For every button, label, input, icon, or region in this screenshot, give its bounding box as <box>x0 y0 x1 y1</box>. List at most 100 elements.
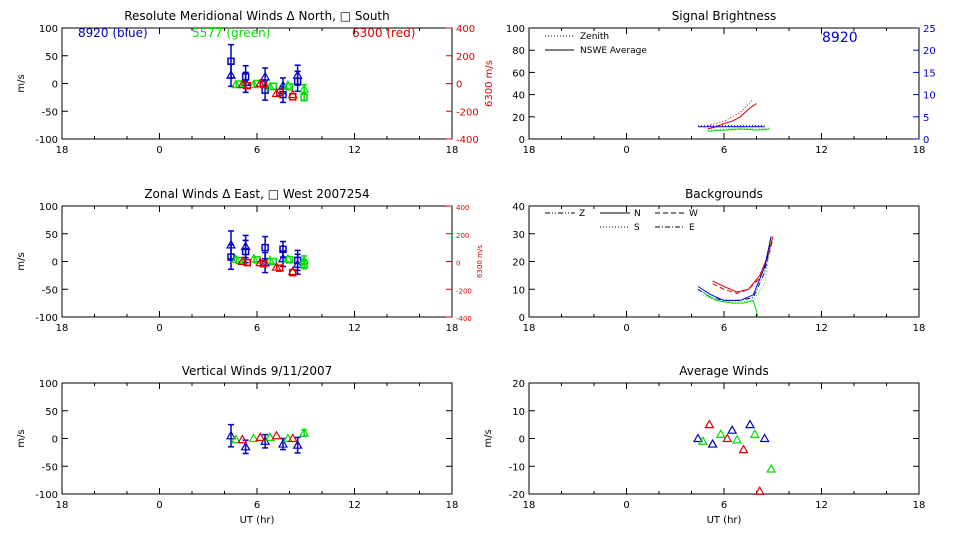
chart-title: Backgrounds <box>685 187 763 201</box>
legend-item: 6300 (red) <box>352 26 415 40</box>
chart-title: Signal Brightness <box>672 9 777 23</box>
data-point-triangle <box>754 486 765 495</box>
data-point-square <box>269 82 277 91</box>
y-tick-label: -100 <box>35 490 58 501</box>
annotation-label: 8920 <box>822 30 858 46</box>
y-tick-label: 30 <box>512 230 525 241</box>
y-axis-label: m/s <box>16 252 27 270</box>
plot-frame <box>528 27 920 140</box>
y-tick-label: 10 <box>512 285 525 296</box>
chart-title: Zonal Winds Δ East, □ West 2007254 <box>144 187 369 201</box>
y-tick-label: -10 <box>509 462 525 473</box>
data-point-square <box>285 256 294 264</box>
y-axis-label: m/s <box>16 74 27 92</box>
x-tick-label: 0 <box>623 500 629 511</box>
series-line <box>712 239 774 294</box>
x-axis-label: UT (hr) <box>240 515 275 526</box>
plot-frame <box>61 27 453 140</box>
data-point-square <box>300 93 308 102</box>
y-right-tick-label: 0 <box>456 260 460 268</box>
y-right-tick-label: 0 <box>456 80 462 91</box>
data-point-triangle <box>299 83 310 93</box>
chart-title: Resolute Meridional Winds Δ North, □ Sou… <box>124 9 390 23</box>
x-tick-label: 18 <box>523 323 536 334</box>
x-tick-label: 0 <box>623 145 629 156</box>
data-point-triangle <box>287 266 298 276</box>
x-tick-label: 18 <box>446 323 459 334</box>
legend-item: W <box>689 209 698 219</box>
y-right-tick-label: 10 <box>923 91 936 102</box>
legend-item: E <box>689 223 695 233</box>
data-point-square <box>276 264 284 272</box>
y-tick-label: 20 <box>512 379 525 390</box>
y-tick-label: 20 <box>512 258 525 269</box>
x-tick-label: 12 <box>815 323 828 334</box>
data-point-square <box>227 253 235 261</box>
data-point-triangle <box>237 434 248 444</box>
panel-zonal: Zonal Winds Δ East, □ West 2007254 18 0 6 12… <box>16 187 484 334</box>
data-point-triangle <box>277 438 289 448</box>
y-tick-label: 100 <box>39 24 58 35</box>
data-point-triangle <box>248 433 259 443</box>
x-tick-label: 18 <box>446 145 459 156</box>
y-right-tick-label: -400 <box>456 135 479 146</box>
data-point-triangle <box>225 430 237 440</box>
data-point-triangle <box>264 432 276 441</box>
data-point-triangle <box>722 433 733 443</box>
x-tick-label: 12 <box>815 145 828 156</box>
y-tick-label: 40 <box>512 202 525 213</box>
x-tick-label: 12 <box>348 323 361 334</box>
x-tick-label: 12 <box>348 145 361 156</box>
data-point-square <box>279 245 287 254</box>
x-tick-label: 18 <box>56 145 69 156</box>
y-right-tick-label: 0 <box>923 135 929 146</box>
data-point-square <box>300 260 308 269</box>
chart-title: Average Winds <box>679 364 769 378</box>
data-point-triangle <box>766 463 777 473</box>
data-point-triangle <box>287 433 298 443</box>
data-point-triangle <box>230 434 241 444</box>
x-tick-label: 6 <box>721 145 727 156</box>
x-tick-label: 18 <box>56 500 69 511</box>
data-point-square <box>293 256 302 265</box>
plot-frame <box>528 382 920 495</box>
x-tick-label: 18 <box>446 500 459 511</box>
y-tick-label: 100 <box>506 24 525 35</box>
y-right-tick-label: 15 <box>923 68 936 79</box>
x-tick-label: 0 <box>623 323 629 334</box>
x-tick-label: 18 <box>913 500 926 511</box>
data-point-triangle <box>731 434 743 444</box>
x-tick-label: 6 <box>254 145 260 156</box>
y-tick-label: -50 <box>42 107 58 118</box>
x-axis-label: UT (hr) <box>707 515 742 526</box>
data-point-triangle <box>692 433 704 443</box>
x-tick-label: 0 <box>156 323 162 334</box>
y-right-tick-label: 20 <box>923 46 936 57</box>
data-point-triangle <box>271 88 282 98</box>
data-point-triangle <box>299 427 310 437</box>
data-point-triangle <box>240 441 251 451</box>
x-tick-label: 0 <box>156 145 162 156</box>
series-line <box>697 236 772 301</box>
data-point-square <box>259 80 268 89</box>
x-tick-label: 18 <box>913 145 926 156</box>
y-tick-label: 10 <box>512 407 525 418</box>
data-point-triangle <box>738 444 749 454</box>
x-tick-label: 12 <box>348 500 361 511</box>
data-point-square <box>243 81 251 90</box>
y-tick-label: -50 <box>42 285 58 296</box>
x-tick-label: 18 <box>56 323 69 334</box>
y-right-tick-label: 5 <box>923 113 929 124</box>
series-line <box>707 128 770 132</box>
y-tick-label: 0 <box>519 135 525 146</box>
legend-item: Z <box>579 209 585 219</box>
data-point-triangle <box>697 436 708 445</box>
y-tick-label: 100 <box>39 202 58 213</box>
y-right-tick-label: 200 <box>456 52 475 63</box>
x-tick-label: 6 <box>254 500 260 511</box>
series-line <box>707 103 757 130</box>
data-point-square <box>259 259 268 268</box>
